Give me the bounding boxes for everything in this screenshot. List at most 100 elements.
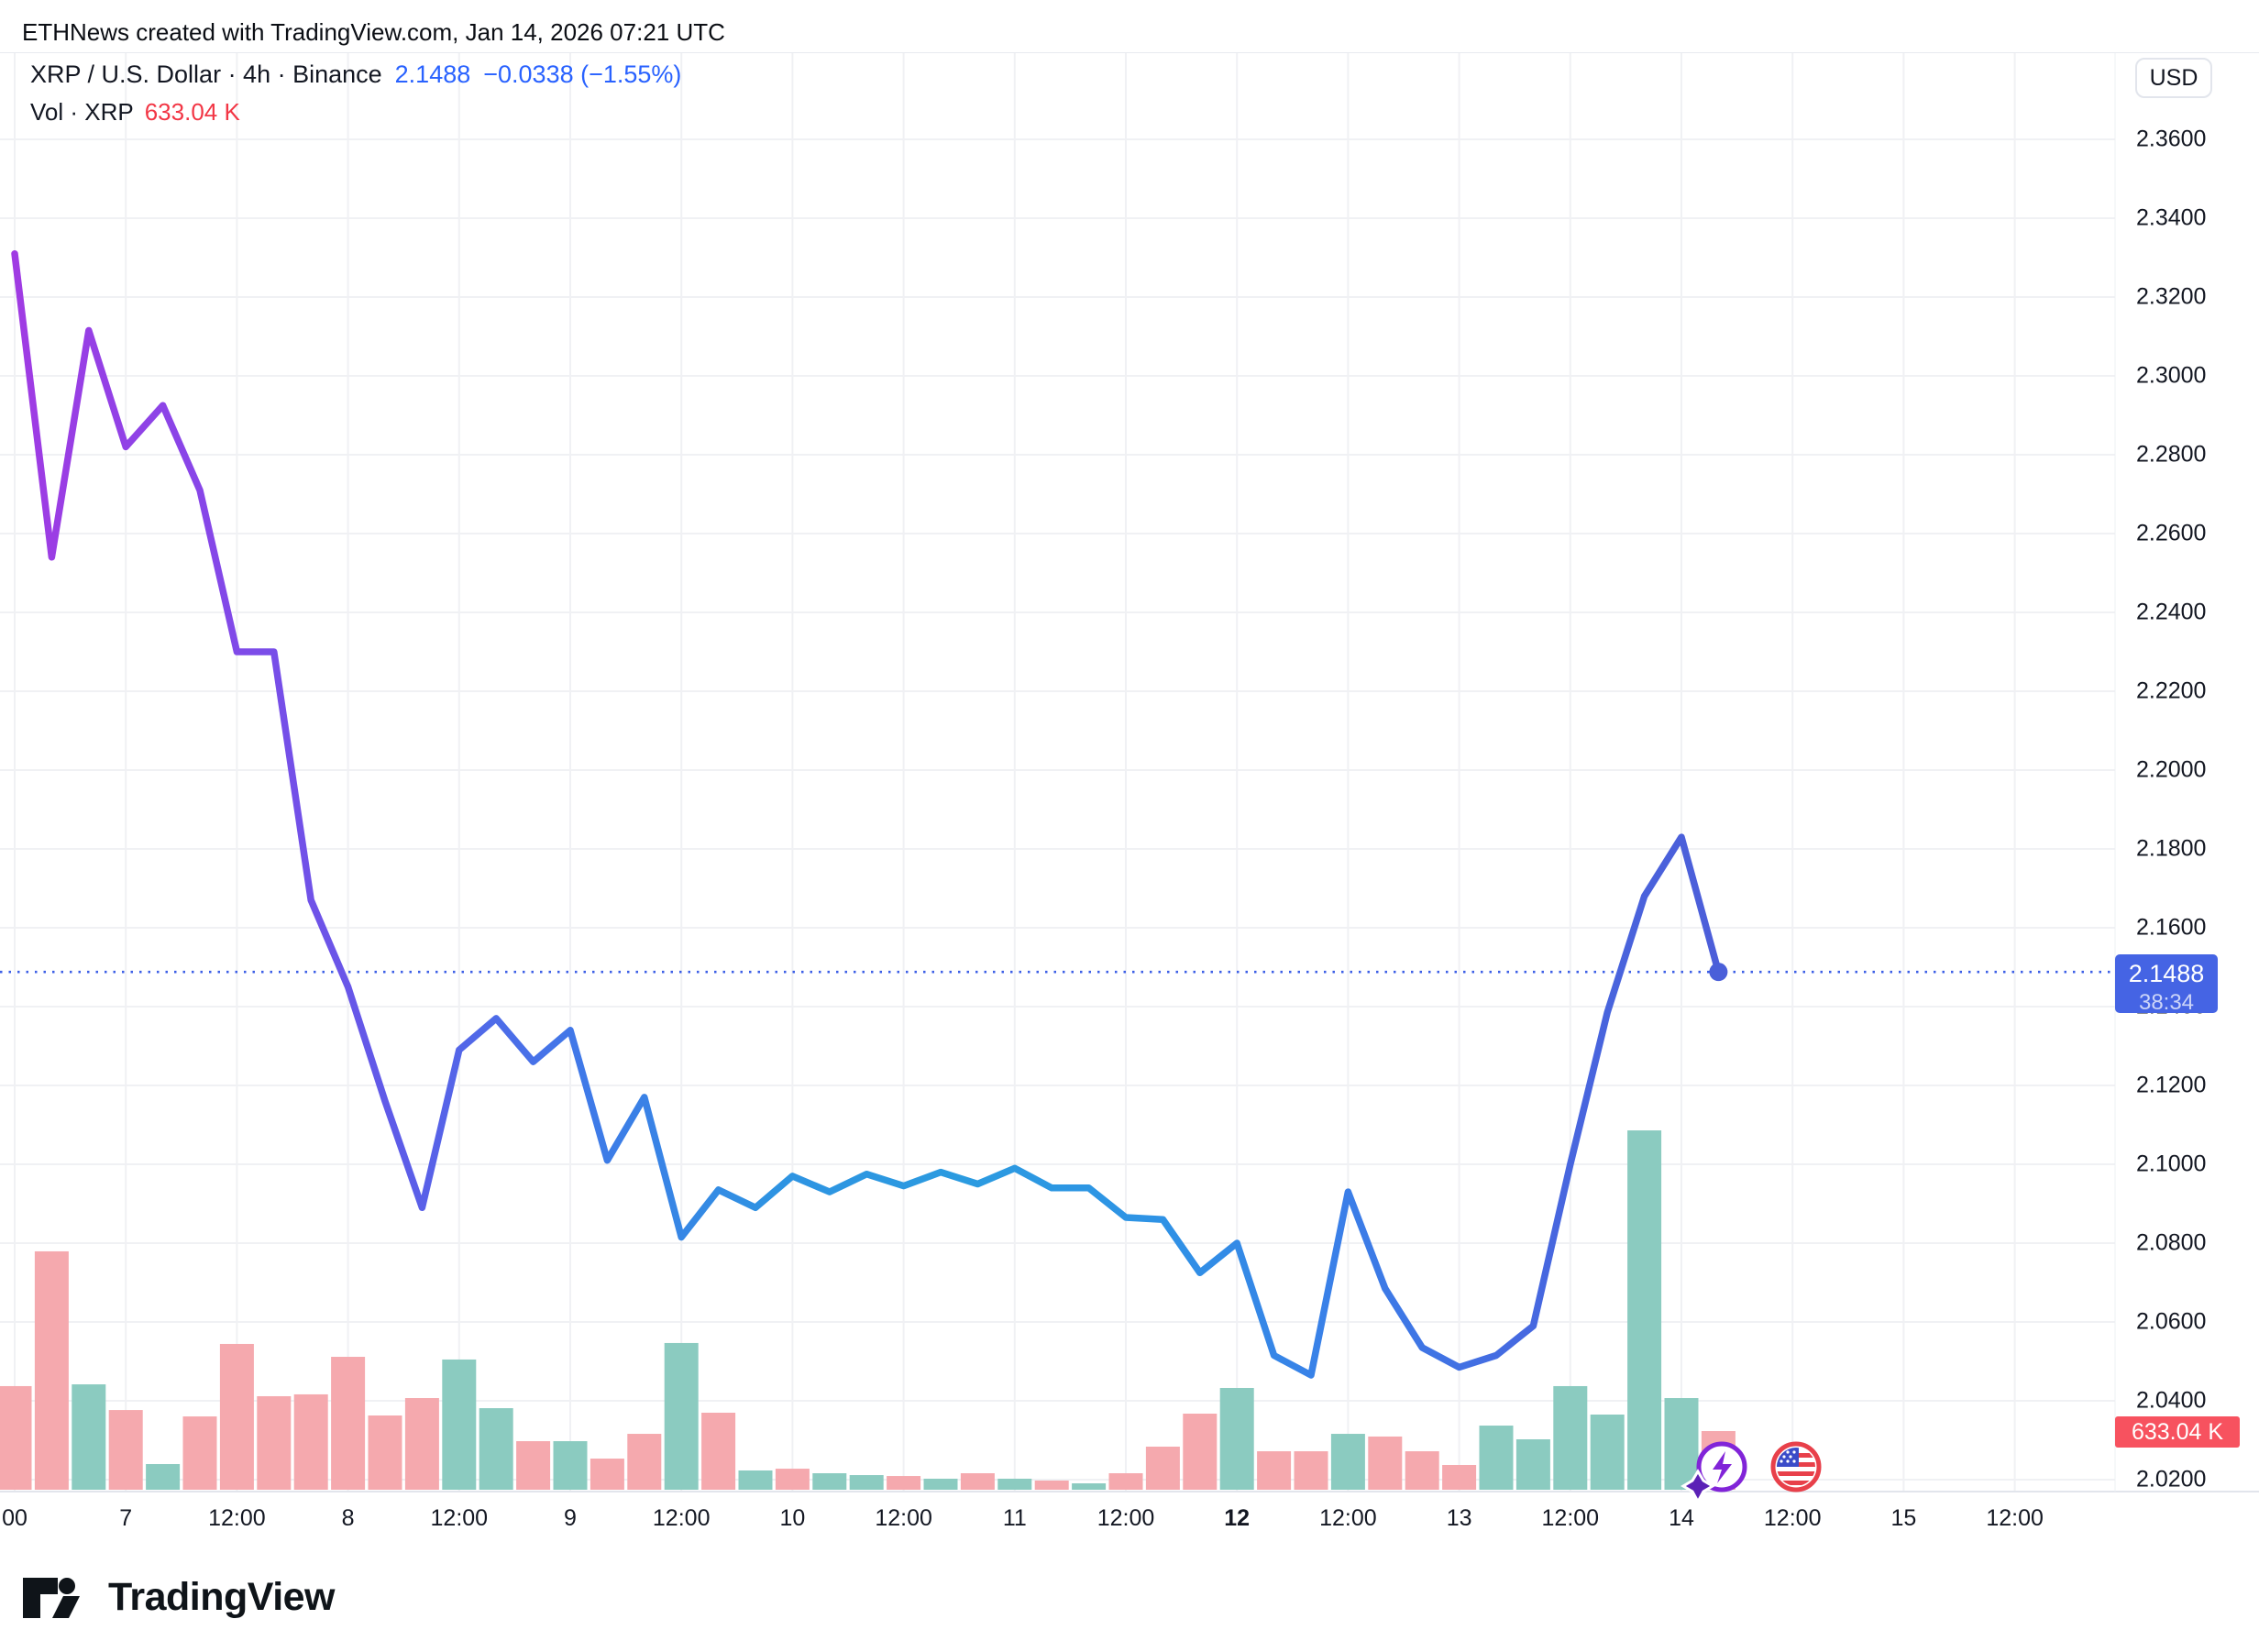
price-axis-label: 2.3200 [2136,283,2207,310]
volume-bar[interactable] [1627,1130,1662,1490]
time-axis-label: 12:00 [1986,1505,2044,1531]
volume-bar[interactable] [1330,1434,1365,1490]
us-flag-event-icon[interactable] [1746,1416,1846,1517]
time-axis-label: 15 [1890,1505,1917,1531]
price-axis-label: 2.1000 [2136,1151,2207,1177]
volume-bar[interactable] [1664,1398,1699,1490]
time-axis-label: 12 [1224,1505,1251,1531]
volume-bar[interactable] [1294,1451,1328,1490]
volume-legend-value: 633.04 K [144,98,240,126]
time-axis-label: 12:00 [1319,1505,1377,1531]
time-axis-label: 8 [341,1505,355,1531]
volume-bar[interactable] [1108,1473,1143,1490]
volume-bar[interactable] [1257,1451,1292,1490]
volume-bar[interactable] [738,1470,773,1490]
time-axis-label: 12:00 [875,1505,932,1531]
volume-bar[interactable] [997,1478,1032,1490]
time-axis-label: 00 [2,1505,28,1531]
volume-bar[interactable] [1183,1413,1218,1490]
price-axis-label: 2.2200 [2136,677,2207,704]
price-axis-label: 2.0600 [2136,1308,2207,1335]
volume-bar[interactable] [887,1476,921,1490]
volume-bar[interactable] [331,1357,366,1490]
price-axis-label: 2.1200 [2136,1072,2207,1098]
volume-bar[interactable] [627,1434,662,1490]
volume-bar[interactable] [1405,1451,1439,1490]
volume-bar[interactable] [775,1469,810,1490]
price-axis-label: 2.2600 [2136,520,2207,546]
tradingview-logo-mark [23,1577,80,1618]
volume-bar[interactable] [1368,1436,1403,1490]
volume-bar[interactable] [108,1410,143,1490]
time-axis-label: 10 [779,1505,806,1531]
last-price-value: 2.1488 [394,61,471,88]
tradingview-logo-text: TradingView [108,1575,336,1619]
time-axis-label: 12:00 [430,1505,489,1531]
volume-legend-label[interactable]: Vol · XRP [30,98,134,126]
volume-bar[interactable] [1553,1385,1588,1490]
price-axis-label: 2.0200 [2136,1466,2207,1492]
price-axis-label: 2.1800 [2136,835,2207,862]
volume-bar[interactable] [368,1415,402,1490]
volume-bar[interactable] [849,1475,884,1490]
volume-bar[interactable] [404,1398,439,1490]
volume-bar[interactable] [960,1473,995,1490]
volume-bar[interactable] [812,1473,847,1490]
last-price-dot [1709,963,1728,982]
time-axis-label: 13 [1446,1505,1472,1531]
price-line[interactable] [11,249,1723,1379]
pane-top-border [0,52,2259,53]
volume-bar[interactable] [516,1441,551,1490]
last-price-badge: 2.1488 38:34 [2115,954,2218,1015]
volume-bar[interactable] [219,1343,254,1490]
lightning-event-icon[interactable] [1670,1416,1780,1517]
volume-bar[interactable] [146,1463,181,1490]
price-change-value: −0.0338 (−1.55%) [483,61,682,88]
bar-countdown-timer: 38:34 [2138,990,2195,1015]
currency-toggle-button[interactable]: USD [2135,58,2212,98]
volume-bar[interactable] [72,1384,106,1490]
time-axis-label: 12:00 [1763,1505,1822,1531]
volume-bar[interactable] [0,1385,32,1490]
volume-bar[interactable] [1442,1465,1477,1490]
volume-bar[interactable] [257,1395,292,1490]
volume-bar[interactable] [590,1459,624,1490]
volume-bar[interactable] [1515,1439,1550,1490]
volume-bar[interactable] [1034,1480,1069,1490]
volume-bar[interactable] [1145,1446,1180,1490]
last-price-badge-value: 2.1488 [2128,960,2205,987]
time-axis-label: 11 [1002,1505,1027,1531]
volume-bar[interactable] [34,1250,69,1490]
volume-badge: 633.04 K [2115,1416,2240,1448]
attribution-note: ETHNews created with TradingView.com, Ja… [22,18,725,46]
symbol-title[interactable]: XRP / U.S. Dollar · 4h · Binance [30,61,382,88]
price-axis-label: 2.1600 [2136,914,2207,941]
time-axis-label: 12:00 [652,1505,711,1531]
price-axis-label: 2.0800 [2136,1229,2207,1256]
price-axis-label: 2.2800 [2136,441,2207,468]
price-axis-label: 2.3600 [2136,126,2207,152]
time-axis-label: 9 [564,1505,577,1531]
volume-bar[interactable] [923,1478,958,1490]
volume-bar[interactable] [479,1408,513,1490]
time-axis-label: 14 [1669,1505,1694,1531]
tradingview-logo[interactable]: TradingView [21,1575,336,1620]
volume-bar[interactable] [182,1416,217,1490]
volume-bar[interactable] [1590,1415,1625,1490]
time-axis-label: 7 [119,1505,133,1531]
time-axis-label: 12:00 [208,1505,266,1531]
volume-bar[interactable] [701,1412,736,1490]
volume-bar[interactable] [553,1441,588,1490]
volume-bar[interactable] [293,1393,328,1490]
volume-bar[interactable] [1479,1426,1514,1490]
price-axis-label: 2.0400 [2136,1387,2207,1414]
volume-bar[interactable] [442,1359,477,1490]
time-axis-label: 12:00 [1541,1505,1600,1531]
volume-bar[interactable] [1072,1483,1107,1490]
volume-bar[interactable] [1219,1387,1254,1490]
volume-bar[interactable] [664,1342,699,1490]
price-axis-label: 2.2400 [2136,599,2207,625]
time-axis-label: 12:00 [1096,1505,1155,1531]
